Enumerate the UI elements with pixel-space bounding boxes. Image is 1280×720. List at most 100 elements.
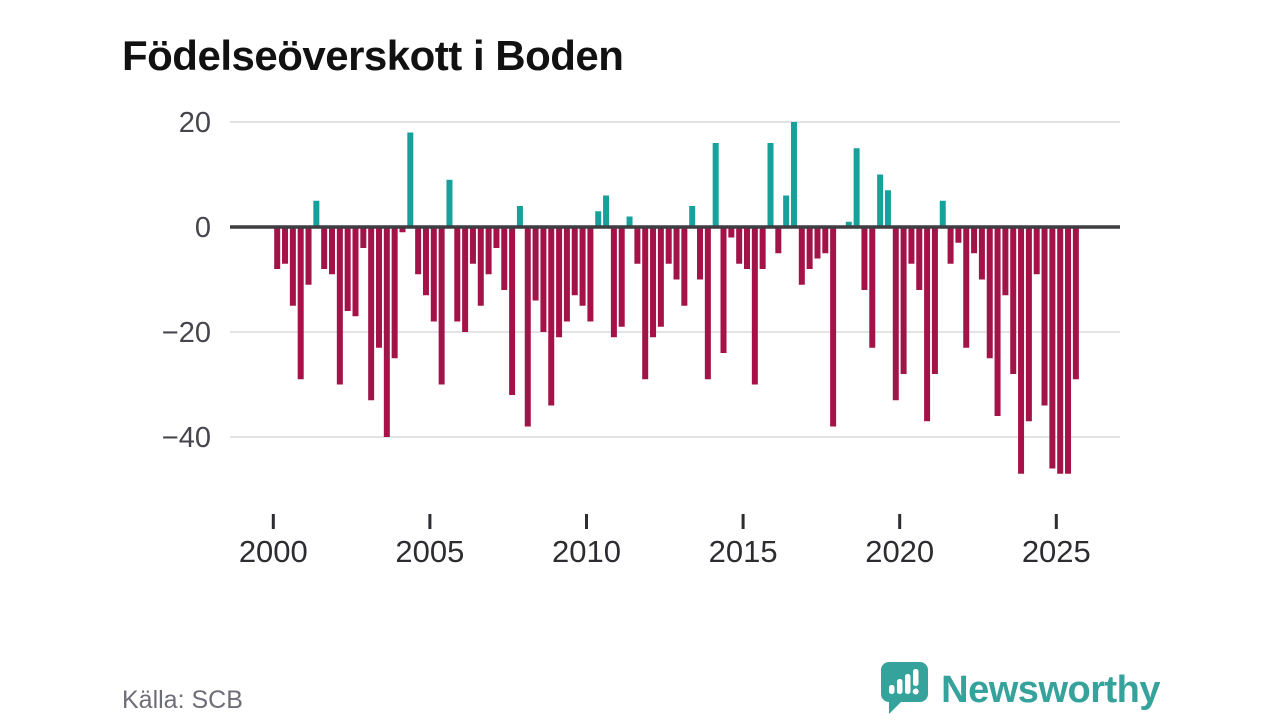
x-axis-label-2015: 2015 — [709, 534, 778, 569]
bar-2016-q3 — [790, 122, 797, 227]
bar-2014-q3 — [728, 227, 735, 238]
bar-2012-q1 — [650, 227, 657, 338]
bar-2008-q2 — [532, 227, 539, 301]
bar-2002-q2 — [344, 227, 351, 311]
bar-2009-q3 — [571, 227, 578, 296]
bar-2010-q4 — [610, 227, 617, 338]
bar-2024-q4 — [1049, 227, 1056, 469]
bar-2020-q4 — [924, 227, 931, 422]
bar-2011-q2 — [626, 216, 633, 227]
y-axis-label--40: −40 — [162, 422, 211, 454]
newsworthy-wordmark: Newsworthy — [941, 668, 1160, 711]
bar-2013-q1 — [681, 227, 688, 306]
bar-2019-q2 — [877, 174, 884, 227]
bar-2019-q3 — [884, 190, 891, 227]
bar-2005-q3 — [446, 179, 453, 227]
bar-2013-q4 — [704, 227, 711, 380]
logo-bar-1 — [889, 684, 895, 694]
bar-2022-q4 — [986, 227, 993, 359]
bar-2009-q4 — [579, 227, 586, 306]
bar-2023-q4 — [1018, 227, 1025, 474]
bar-2015-q2 — [751, 227, 758, 385]
bar-2009-q1 — [556, 227, 563, 338]
bar-2007-q3 — [509, 227, 516, 395]
bar-2014-q4 — [736, 227, 743, 264]
bar-2021-q3 — [947, 227, 954, 264]
source-note: Källa: SCB — [122, 686, 243, 714]
bar-2014-q2 — [720, 227, 727, 353]
bar-2018-q3 — [853, 148, 860, 227]
bar-2025-q2 — [1065, 227, 1072, 474]
bar-2024-q2 — [1033, 227, 1040, 275]
bar-2023-q1 — [994, 227, 1001, 416]
bar-2000-q2 — [282, 227, 289, 264]
bar-2021-q1 — [931, 227, 938, 374]
bar-2008-q1 — [524, 227, 531, 427]
bar-2003-q4 — [391, 227, 398, 359]
y-axis-label--20: −20 — [162, 317, 211, 349]
bar-2005-q2 — [438, 227, 445, 385]
bar-2018-q4 — [861, 227, 868, 290]
bar-2002-q3 — [352, 227, 359, 317]
bar-2024-q1 — [1025, 227, 1032, 422]
bar-2024-q3 — [1041, 227, 1048, 406]
y-axis-label-20: 20 — [179, 107, 211, 139]
bar-2001-q4 — [329, 227, 336, 275]
speech-bubble-shape — [881, 661, 929, 714]
logo-exclamation-stem — [913, 668, 919, 686]
bar-2018-q2 — [845, 221, 852, 227]
bar-2021-q4 — [955, 227, 962, 243]
x-axis-label-2025: 2025 — [1022, 534, 1091, 569]
bar-2006-q1 — [462, 227, 469, 332]
bar-2020-q1 — [900, 227, 907, 374]
bar-2016-q4 — [798, 227, 805, 285]
bar-2017-q3 — [822, 227, 829, 254]
bar-2015-q4 — [767, 143, 774, 227]
bar-2012-q3 — [665, 227, 672, 264]
bar-2013-q2 — [689, 206, 696, 227]
bar-2004-q4 — [422, 227, 429, 296]
bar-2004-q1 — [399, 227, 406, 233]
bar-2020-q3 — [916, 227, 923, 290]
x-axis-label-2010: 2010 — [552, 534, 621, 569]
bar-2017-q4 — [830, 227, 837, 427]
bar-2017-q2 — [814, 227, 821, 259]
bar-2020-q2 — [908, 227, 915, 264]
bar-2011-q3 — [634, 227, 641, 264]
bar-2002-q4 — [360, 227, 367, 248]
bar-2011-q1 — [618, 227, 625, 327]
bar-2009-q2 — [563, 227, 570, 322]
birth-surplus-bar-chart: 20 0 −20 −40 2000 2005 2010 2015 2020 2025 — [162, 107, 1120, 569]
y-axis-label-0: 0 — [195, 212, 211, 244]
bar-2015-q3 — [759, 227, 766, 269]
bar-2025-q1 — [1057, 227, 1064, 474]
x-axis-label-2020: 2020 — [865, 534, 934, 569]
bar-2005-q4 — [454, 227, 461, 322]
bar-2006-q4 — [485, 227, 492, 275]
bar-2003-q1 — [368, 227, 375, 401]
bar-2019-q1 — [869, 227, 876, 348]
x-axis-label-2005: 2005 — [395, 534, 464, 569]
x-axis-label-2000: 2000 — [239, 534, 308, 569]
bar-2003-q2 — [375, 227, 382, 348]
newsworthy-logo: Newsworthy — [879, 661, 1160, 716]
bar-2008-q4 — [548, 227, 555, 406]
bar-2012-q4 — [673, 227, 680, 280]
page-title: Födelseöverskott i Boden — [122, 32, 624, 80]
bar-2023-q3 — [1010, 227, 1017, 374]
bar-2012-q2 — [657, 227, 664, 327]
bar-2019-q4 — [892, 227, 899, 401]
bar-2010-q1 — [587, 227, 594, 322]
bar-2016-q2 — [783, 195, 790, 227]
bar-2004-q2 — [407, 132, 414, 227]
bar-2010-q2 — [595, 211, 602, 227]
logo-bar-3 — [905, 673, 911, 694]
bar-2003-q3 — [383, 227, 390, 437]
bar-2007-q1 — [493, 227, 500, 248]
bar-2006-q2 — [469, 227, 476, 264]
bar-2005-q1 — [430, 227, 437, 322]
bar-2000-q1 — [274, 227, 281, 269]
bar-2006-q3 — [477, 227, 484, 306]
bar-2001-q1 — [305, 227, 312, 285]
bar-2013-q3 — [697, 227, 704, 280]
